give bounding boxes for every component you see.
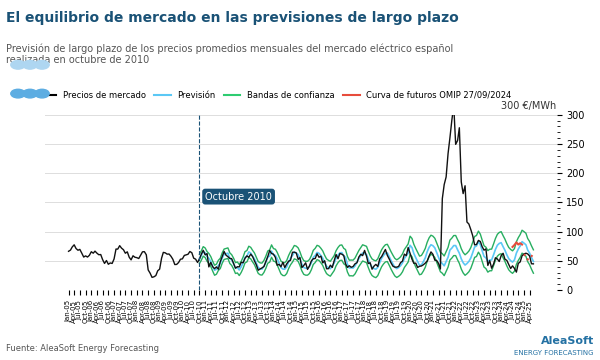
Text: El equilibrio de mercado en las previsiones de largo plazo: El equilibrio de mercado en las previsio… <box>6 11 459 25</box>
Text: Octubre 2010: Octubre 2010 <box>205 192 272 202</box>
Text: Fuente: AleaSoft Energy Forecasting: Fuente: AleaSoft Energy Forecasting <box>6 344 159 353</box>
Text: ENERGY FORECASTING: ENERGY FORECASTING <box>515 350 594 356</box>
Text: 300 €/MWh: 300 €/MWh <box>502 101 557 111</box>
Legend: Precios de mercado, Previsión, Bandas de confianza, Curva de futuros OMIP 27/09/: Precios de mercado, Previsión, Bandas de… <box>36 87 515 103</box>
Text: AleaSoft: AleaSoft <box>541 336 594 346</box>
Text: Previsión de largo plazo de los precios promedios mensuales del mercado eléctric: Previsión de largo plazo de los precios … <box>6 43 453 65</box>
